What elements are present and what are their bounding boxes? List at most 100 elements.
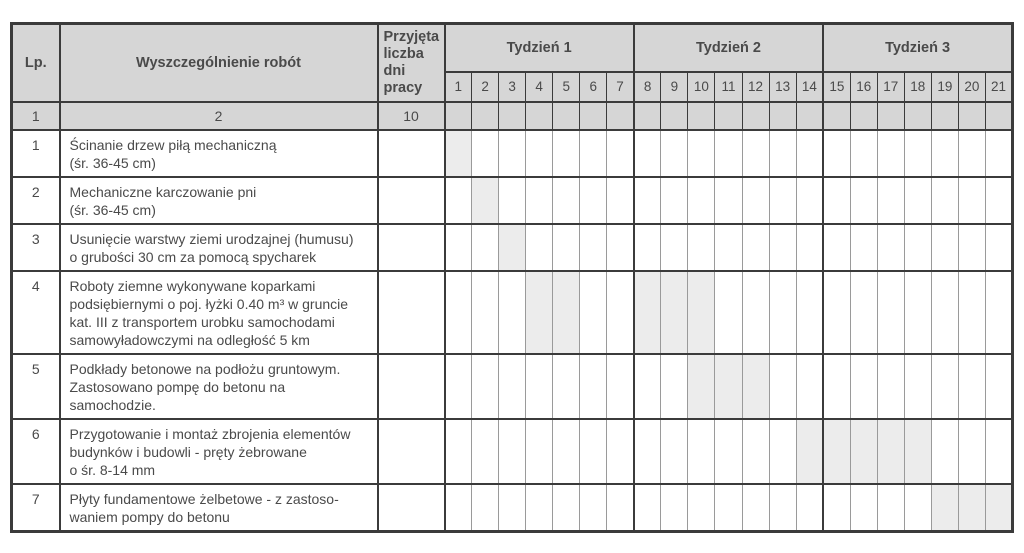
gantt-cell-task1-day3: [498, 129, 527, 178]
gantt-cell-task2-day8: [632, 176, 662, 225]
day-header-19: 19: [930, 71, 959, 103]
gantt-cell-task4-day18: [903, 270, 932, 355]
gantt-cell-task1-day6: [579, 129, 608, 178]
task-lp: 2: [10, 176, 61, 225]
gantt-cell-task3-day19: [930, 223, 959, 272]
column-header-works: Wyszczególnienie robót: [58, 22, 379, 103]
gantt-cell-task2-day7: [606, 176, 635, 225]
gantt-cell-task5-day21: [984, 353, 1014, 420]
task-accepted-days: [376, 418, 446, 485]
numbering-cell-day-6: [579, 101, 608, 131]
gantt-cell-task4-day3: [498, 270, 527, 355]
gantt-cell-task5-day15: [822, 353, 851, 420]
gantt-cell-task4-day4: [525, 270, 554, 355]
day-header-2: 2: [471, 71, 500, 103]
task-accepted-days: [376, 176, 446, 225]
day-numbers-row: 1 2 3 4 5 6 7 8 9 10 11 12 13 14 15 16 17 18 19 20 21: [12, 71, 1014, 103]
gantt-cell-task7-day6: [579, 483, 608, 533]
numbering-cell-day-16: [849, 101, 878, 131]
gantt-cell-task1-day15: [822, 129, 851, 178]
gantt-cell-task5-day4: [525, 353, 554, 420]
day-header-12: 12: [741, 71, 770, 103]
day-header-20: 20: [957, 71, 986, 103]
gantt-cell-task5-day20: [957, 353, 986, 420]
gantt-cell-task3-day5: [552, 223, 581, 272]
gantt-cell-task6-day17: [876, 418, 905, 485]
numbering-works: 2: [58, 101, 379, 131]
gantt-cell-task3-day13: [768, 223, 797, 272]
gantt-cell-task7-day4: [525, 483, 554, 533]
gantt-cell-task2-day10: [687, 176, 716, 225]
gantt-cell-task6-day6: [579, 418, 608, 485]
day-header-3: 3: [498, 71, 527, 103]
gantt-cell-task1-day12: [741, 129, 770, 178]
gantt-cell-task4-day10: [687, 270, 716, 355]
day-header-6: 6: [579, 71, 608, 103]
day-header-15: 15: [822, 71, 851, 103]
day-header-7: 7: [606, 71, 635, 103]
gantt-cell-task6-day9: [660, 418, 689, 485]
column-header-accepted-days: Przyjęta liczba dni pracy: [376, 22, 446, 103]
gantt-cell-task2-day11: [714, 176, 743, 225]
task-lp: 1: [10, 129, 61, 178]
gantt-cell-task6-day11: [714, 418, 743, 485]
gantt-cell-task2-day6: [579, 176, 608, 225]
gantt-cell-task5-day2: [471, 353, 500, 420]
gantt-cell-task7-day18: [903, 483, 932, 533]
gantt-cell-task3-day20: [957, 223, 986, 272]
numbering-cell-day-11: [714, 101, 743, 131]
gantt-cell-task1-day21: [984, 129, 1014, 178]
gantt-cell-task4-day14: [795, 270, 824, 355]
gantt-cell-task4-day15: [822, 270, 851, 355]
numbering-accepted-days: 10: [376, 101, 446, 131]
week-header-1: Tydzień 1: [443, 22, 635, 73]
day-header-10: 10: [687, 71, 716, 103]
gantt-cell-task7-day7: [606, 483, 635, 533]
task-accepted-days: [376, 353, 446, 420]
task-accepted-days: [376, 270, 446, 355]
gantt-cell-task5-day9: [660, 353, 689, 420]
day-header-4: 4: [525, 71, 554, 103]
gantt-cell-task1-day1: [443, 129, 473, 178]
gantt-cell-task1-day11: [714, 129, 743, 178]
gantt-cell-task2-day15: [822, 176, 851, 225]
gantt-cell-task7-day16: [849, 483, 878, 533]
gantt-cell-task1-day8: [632, 129, 662, 178]
gantt-cell-task6-day14: [795, 418, 824, 485]
numbering-cell-day-13: [768, 101, 797, 131]
gantt-cell-task2-day21: [984, 176, 1014, 225]
gantt-cell-task1-day13: [768, 129, 797, 178]
gantt-cell-task7-day17: [876, 483, 905, 533]
task-description: Usunięcie warstwy ziemi urodzajnej (humu…: [58, 223, 379, 272]
gantt-cell-task4-day7: [606, 270, 635, 355]
task-accepted-days: [376, 129, 446, 178]
gantt-cell-task6-day1: [443, 418, 473, 485]
numbering-cell-day-21: [984, 101, 1014, 131]
task-description: Ścinanie drzew piłą mechaniczną (śr. 36-…: [58, 129, 379, 178]
gantt-cell-task3-day12: [741, 223, 770, 272]
gantt-cell-task2-day18: [903, 176, 932, 225]
task-row-1: 1 Ścinanie drzew piłą mechaniczną (śr. 3…: [10, 129, 1014, 178]
gantt-cell-task5-day3: [498, 353, 527, 420]
gantt-cell-task5-day7: [606, 353, 635, 420]
numbering-cell-day-17: [876, 101, 905, 131]
gantt-cell-task2-day12: [741, 176, 770, 225]
gantt-cell-task3-day8: [632, 223, 662, 272]
gantt-cell-task7-day2: [471, 483, 500, 533]
column-header-lp: Lp.: [10, 22, 61, 103]
task-lp: 5: [10, 353, 61, 420]
schedule-table: Lp. Wyszczególnienie robót Przyjęta licz…: [10, 22, 1014, 533]
gantt-cell-task5-day12: [741, 353, 770, 420]
numbering-cell-day-1: [443, 101, 473, 131]
gantt-cell-task3-day17: [876, 223, 905, 272]
gantt-cell-task1-day9: [660, 129, 689, 178]
day-header-11: 11: [714, 71, 743, 103]
gantt-cell-task3-day11: [714, 223, 743, 272]
gantt-cell-task2-day20: [957, 176, 986, 225]
gantt-cell-task3-day6: [579, 223, 608, 272]
gantt-cell-task5-day18: [903, 353, 932, 420]
gantt-cell-task2-day14: [795, 176, 824, 225]
gantt-cell-task3-day15: [822, 223, 851, 272]
day-header-9: 9: [660, 71, 689, 103]
gantt-cell-task1-day20: [957, 129, 986, 178]
